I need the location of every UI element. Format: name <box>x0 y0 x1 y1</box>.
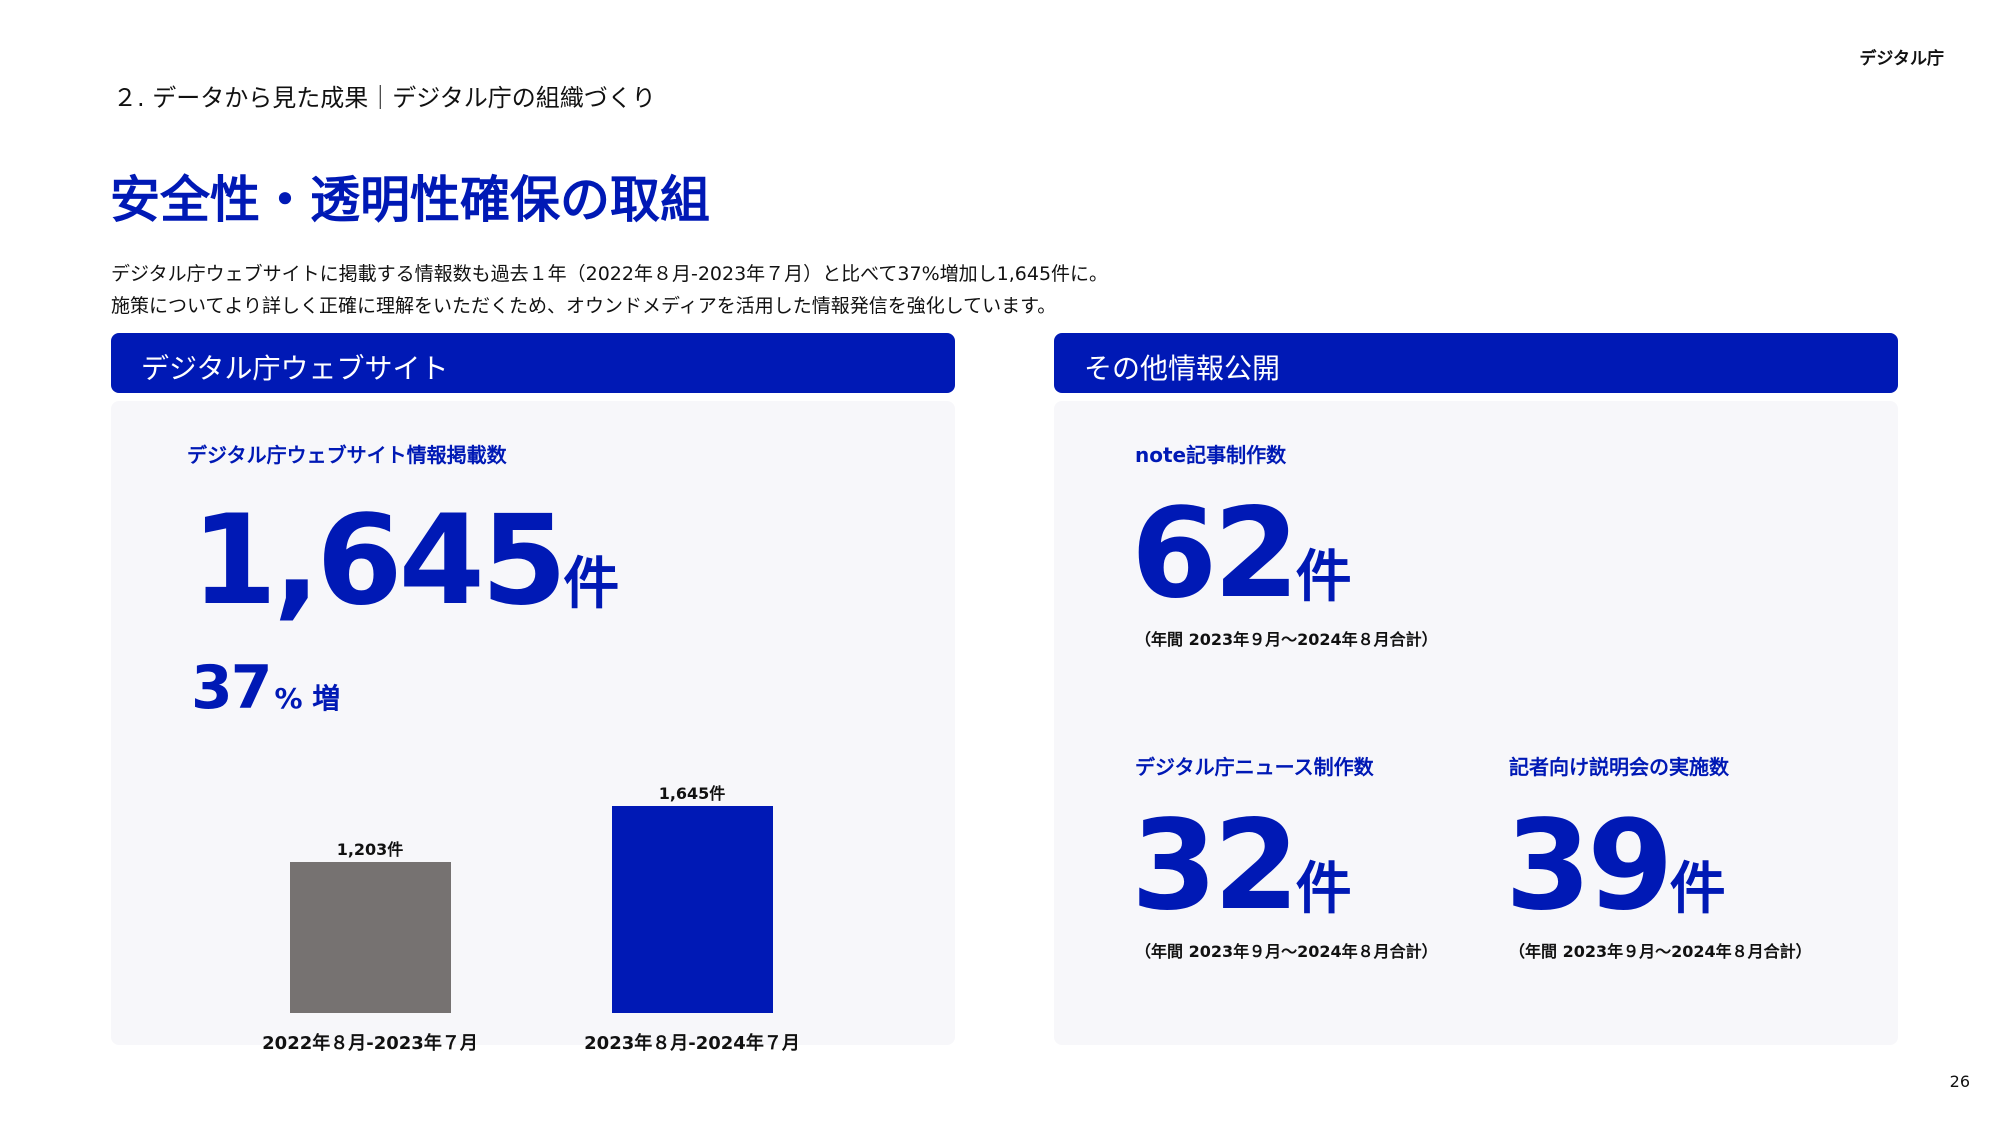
growth-unit: % 増 <box>274 682 341 715</box>
value-number: 32 <box>1131 794 1300 938</box>
x-tick-label: 2022年８月-2023年７月 <box>262 1033 478 1054</box>
value-number: 39 <box>1505 794 1674 938</box>
panel-website: デジタル庁ウェブサイト情報掲載数 1,645件 37% 増 1,203件 2022… <box>111 401 955 1054</box>
x-tick-label: 2023年８月-2024年７月 <box>584 1033 800 1054</box>
metric-label: 記者向け説明会の実施数 <box>1509 755 1729 779</box>
metric-period: （年間 2023年９月〜2024年８月合計） <box>1135 630 1438 649</box>
metric-news: デジタル庁ニュース制作数 32件 （年間 2023年９月〜2024年８月合計） <box>1131 751 1438 962</box>
metric-label: デジタル庁ウェブサイト情報掲載数 <box>187 443 507 467</box>
metric-value: 1,645件 <box>191 489 619 633</box>
bar-0 <box>289 861 451 1013</box>
panel-other: note記事制作数 62件 （年間 2023年９月〜2024年８月合計） デジタ… <box>1054 401 1898 1045</box>
bar-1 <box>611 806 773 1013</box>
panel-header-other: その他情報公開 <box>1054 333 1898 393</box>
bar-data-label: 1,203件 <box>336 839 404 859</box>
logo: デジタル庁 <box>1859 49 1944 69</box>
page-title: 安全性・透明性確保の取組 <box>110 171 710 229</box>
metric-briefings: 記者向け説明会の実施数 39件 （年間 2023年９月〜2024年８月合計） <box>1505 751 1812 962</box>
value-unit: 件 <box>1295 545 1352 610</box>
metric-label: デジタル庁ニュース制作数 <box>1135 755 1374 779</box>
metric-label: note記事制作数 <box>1135 443 1287 467</box>
value-unit: 件 <box>1669 857 1726 922</box>
panel-header-website: デジタル庁ウェブサイト <box>111 333 955 393</box>
page-number: 26 <box>1949 1072 1970 1091</box>
lead-text: デジタル庁ウェブサイトに掲載する情報数も過去１年（2022年８月-2023年７月… <box>111 258 1108 322</box>
lead-line: デジタル庁ウェブサイトに掲載する情報数も過去１年（2022年８月-2023年７月… <box>111 263 1109 285</box>
value-number: 1,645 <box>191 489 567 633</box>
value-unit: 件 <box>1295 857 1352 922</box>
value-unit: 件 <box>563 552 620 617</box>
growth-value: 37% 増 <box>191 653 340 723</box>
metric-period: （年間 2023年９月〜2024年８月合計） <box>1135 942 1438 961</box>
breadcrumb: ２. データから見た成果｜デジタル庁の組織づくり <box>113 84 656 112</box>
metric-note: note記事制作数 62件 （年間 2023年９月〜2024年８月合計） <box>1131 439 1438 650</box>
metric-period: （年間 2023年９月〜2024年８月合計） <box>1509 942 1812 961</box>
bar-data-label: 1,645件 <box>658 784 726 803</box>
value-number: 62 <box>1131 482 1300 626</box>
growth-number: 37 <box>191 653 272 723</box>
lead-line: 施策についてより詳しく正確に理解をいただくため、オウンドメディアを活用した情報発… <box>111 295 1057 317</box>
